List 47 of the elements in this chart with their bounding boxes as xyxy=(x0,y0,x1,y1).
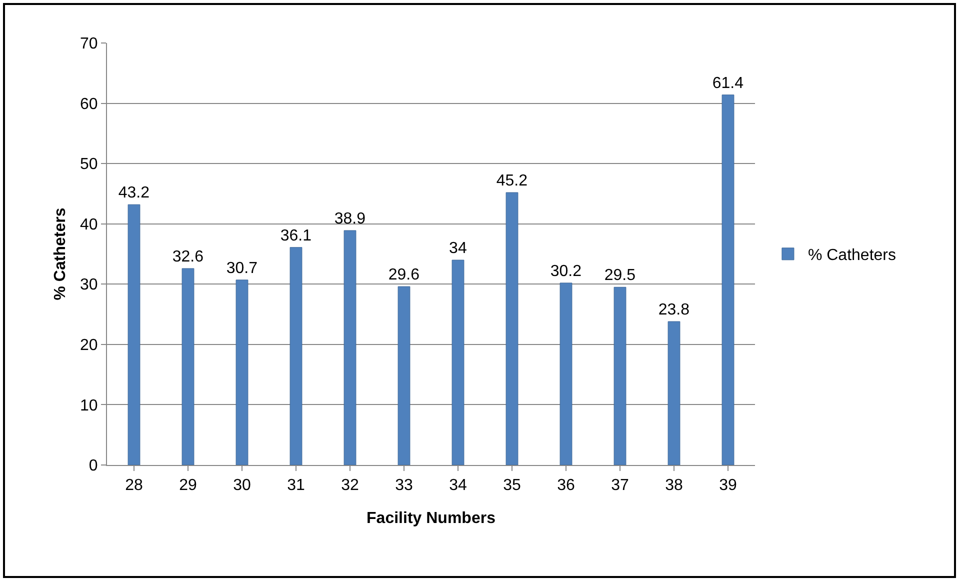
data-label: 30.2 xyxy=(550,262,582,280)
y-tick-label: 20 xyxy=(80,337,98,354)
x-tick-label: 34 xyxy=(449,477,467,494)
bar xyxy=(236,280,248,465)
data-label: 29.5 xyxy=(604,267,636,284)
x-tick-label: 36 xyxy=(557,477,575,494)
bar xyxy=(722,94,734,465)
bar xyxy=(398,286,410,465)
data-label: 23.8 xyxy=(658,302,690,319)
y-axis-title: % Catheters xyxy=(52,208,69,300)
x-tick-label: 31 xyxy=(287,477,305,494)
x-axis-title: Facility Numbers xyxy=(366,510,496,527)
bar xyxy=(182,268,194,465)
y-tick-label: 70 xyxy=(80,36,98,53)
data-label: 61.4 xyxy=(712,74,744,92)
y-tick-label: 60 xyxy=(80,96,98,113)
data-label: 36.1 xyxy=(280,227,312,244)
bar xyxy=(668,321,680,465)
x-tick-label: 28 xyxy=(125,477,143,494)
bar xyxy=(614,286,626,465)
bar xyxy=(506,192,518,465)
legend-label: % Catheters xyxy=(808,247,896,264)
y-tick-label: 30 xyxy=(80,276,98,294)
bar xyxy=(290,247,302,465)
bar xyxy=(452,260,464,465)
x-tick-label: 29 xyxy=(179,477,197,494)
x-tick-label: 30 xyxy=(233,477,251,494)
x-tick-label: 32 xyxy=(341,477,359,494)
y-tick-label: 40 xyxy=(80,216,98,234)
y-tick-label: 50 xyxy=(80,156,98,174)
data-label: 43.2 xyxy=(118,184,150,202)
x-tick-label: 35 xyxy=(503,477,521,494)
data-label: 34 xyxy=(449,240,467,258)
bar xyxy=(128,204,140,465)
data-label: 29.6 xyxy=(388,266,420,284)
data-label: 45.2 xyxy=(496,172,528,190)
data-label: 32.6 xyxy=(172,248,204,266)
bar xyxy=(344,230,356,465)
x-tick-label: 38 xyxy=(665,477,683,494)
x-tick-label: 39 xyxy=(719,477,737,494)
bar xyxy=(560,282,572,465)
y-tick-label: 0 xyxy=(88,458,98,475)
data-label: 30.7 xyxy=(226,260,258,277)
y-tick-label: 10 xyxy=(80,397,98,414)
x-tick-label: 33 xyxy=(395,477,413,494)
data-label: 38.9 xyxy=(334,210,366,228)
x-tick-label: 37 xyxy=(611,477,629,494)
